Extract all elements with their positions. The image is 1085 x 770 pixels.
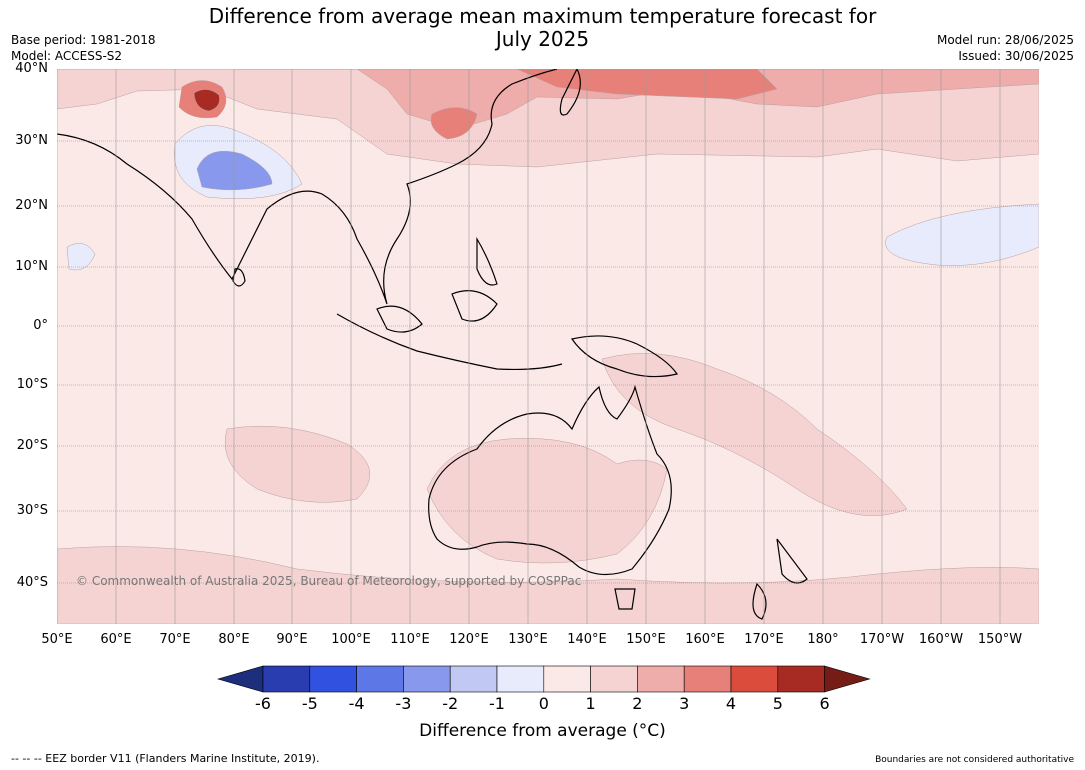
colorbar-cell (730, 665, 779, 693)
colorbar-tick-label: -1 (489, 694, 505, 713)
eez-border-note: -- -- -- EEZ border V11 (Flanders Marine… (11, 752, 320, 765)
colorbar-tick-label: 3 (679, 694, 690, 713)
map-title: Difference from average mean maximum tem… (0, 5, 1085, 51)
japan-coastline (559, 69, 581, 116)
colorbar-cell (777, 665, 825, 693)
meta-left: Base period: 1981-2018 Model: ACCESS-S2 (11, 32, 156, 64)
hot-region-east-china (430, 107, 478, 140)
coastlines (57, 69, 808, 620)
colorbar-tick-label: -5 (301, 694, 318, 713)
latitude-label: 30°S (16, 503, 48, 518)
warm-region-australia (426, 438, 668, 564)
issued-date: Issued: 30/06/2025 (958, 49, 1074, 63)
model-name: Model: ACCESS-S2 (11, 49, 123, 63)
latitude-label: 10°S (16, 377, 48, 392)
longitude-label: 160°E (685, 632, 725, 647)
base-period: Base period: 1981-2018 (11, 33, 156, 47)
warm-region-southern-ocean (57, 546, 1039, 624)
colorbar-tick-label: -6 (255, 694, 271, 713)
latitude-label: 40°S (16, 575, 48, 590)
asia-coastline (57, 69, 558, 305)
colorbar-cell (309, 665, 357, 693)
colorbar-cell (449, 665, 498, 693)
forecast-map[interactable] (57, 69, 1039, 624)
colorbar-cell (356, 665, 404, 693)
colorbar-tick-label: 6 (819, 694, 830, 713)
colorbar-tick-label: -2 (442, 694, 459, 713)
longitude-label: 170°W (859, 632, 905, 647)
colorbar-cell (496, 665, 545, 693)
longitude-label: 90°E (276, 632, 308, 647)
colorbar-tick-label: 2 (632, 694, 643, 713)
copyright-text: © Commonwealth of Australia 2025, Bureau… (76, 574, 582, 588)
colorbar-tick-label: 4 (725, 694, 737, 713)
cool-region-west (66, 243, 96, 271)
colorbar-cell (403, 665, 451, 693)
longitude-label: 160°W (918, 632, 964, 647)
hot-region-north-pacific (516, 69, 778, 100)
longitude-label: 120°E (449, 632, 489, 647)
title-line-1: Difference from average mean maximum tem… (208, 4, 877, 28)
latitude-label: 40°N (15, 61, 48, 76)
longitude-label: 150°E (626, 632, 666, 647)
latitude-label: 20°S (16, 438, 48, 453)
latitude-label: 10°N (15, 259, 48, 274)
tasmania-coastline (614, 588, 636, 610)
warm-region-south-pacific (601, 353, 908, 516)
colorbar-cells (216, 665, 871, 693)
longitude-label: 130°E (508, 632, 548, 647)
colorbar-tick-label: 1 (585, 694, 596, 713)
colorbar-cell (262, 665, 311, 693)
anomaly-shading (57, 69, 1039, 624)
colorbar-extend-low (216, 665, 264, 693)
longitude-label: 150°W (977, 632, 1023, 647)
colorbar-cell (637, 665, 685, 693)
hottest-region-himalaya (193, 89, 220, 112)
longitude-label: 60°E (100, 632, 132, 647)
sri-lanka-coastline (232, 268, 246, 287)
colorbar-tick-label: -4 (348, 694, 365, 713)
cold-region-india (196, 150, 273, 191)
australia-coastline (428, 384, 672, 576)
longitude-label: 70°E (159, 632, 191, 647)
latitude-label: 30°N (15, 133, 48, 148)
longitude-label: 140°E (567, 632, 607, 647)
longitude-label: 170°E (744, 632, 784, 647)
colorbar-cell (683, 665, 732, 693)
longitude-label: 80°E (218, 632, 250, 647)
colorbar-extend-high (824, 665, 871, 693)
boundaries-disclaimer: Boundaries are not considered authoritat… (875, 755, 1074, 765)
new-guinea-coastline (571, 335, 678, 378)
colorbar-tick-label: -3 (395, 694, 412, 713)
meta-right: Model run: 28/06/2025 Issued: 30/06/2025 (937, 32, 1074, 64)
latitude-label: 0° (33, 318, 48, 333)
colorbar-tick-label: 0 (538, 694, 549, 713)
title-line-2: July 2025 (495, 27, 590, 51)
cool-region-pacific (885, 203, 1039, 266)
warm-region-indian-ocean (224, 425, 371, 503)
model-run: Model run: 28/06/2025 (936, 33, 1074, 47)
colorbar-cell (543, 665, 591, 693)
latitude-label: 20°N (15, 198, 48, 213)
new-zealand-coastline (752, 538, 808, 620)
longitude-label: 180° (807, 632, 839, 647)
longitude-label: 50°E (41, 632, 73, 647)
colorbar-cell (590, 665, 638, 693)
longitude-label: 110°E (390, 632, 430, 647)
philippines-coastline (476, 236, 498, 286)
map-gridlines (57, 69, 1039, 624)
indonesia-coastline (336, 290, 563, 371)
colorbar-label: Difference from average (°C) (419, 721, 666, 741)
colorbar-tick-label: 5 (772, 694, 783, 713)
longitude-label: 100°E (331, 632, 371, 647)
